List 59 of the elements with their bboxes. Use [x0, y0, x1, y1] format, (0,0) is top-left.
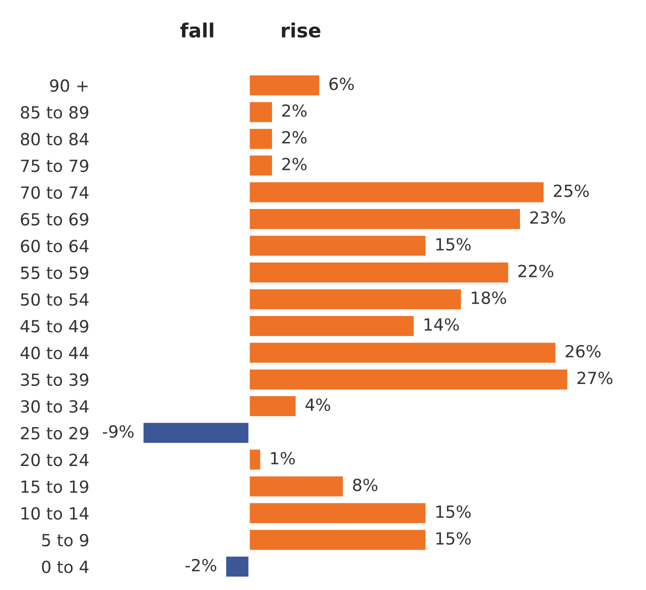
bar — [248, 127, 274, 150]
bar — [248, 448, 262, 472]
data-label: 27% — [577, 372, 612, 384]
text: fall — [180, 22, 214, 38]
y-tick-label: 70 to 74 — [21, 186, 89, 199]
y-tick-label: 65 to 69 — [20, 212, 88, 226]
bar — [248, 74, 321, 97]
data-label: 6% — [329, 78, 354, 90]
data-label: 14% — [424, 318, 459, 331]
data-label: 25% — [554, 184, 589, 198]
data-label: 18% — [472, 291, 506, 304]
y-tick-label: 55 to 59 — [20, 266, 88, 280]
y-tick-label: 40 to 44 — [20, 346, 89, 360]
data-label: 2% — [282, 131, 307, 144]
y-tick-label: 35 to 39 — [20, 373, 88, 386]
data-label: 26% — [566, 344, 601, 358]
data-label: 15% — [436, 532, 471, 545]
bar — [248, 502, 427, 525]
bar — [248, 208, 522, 230]
y-tick-label: 75 to 79 — [21, 160, 88, 172]
data-label: 4% — [305, 398, 330, 412]
data-label: -9% — [102, 425, 134, 438]
data-label: 23% — [530, 211, 566, 224]
bar — [248, 261, 510, 284]
bar — [142, 422, 250, 444]
y-tick-label: 90 + — [50, 79, 88, 92]
y-tick-label: 80 to 84 — [20, 132, 89, 146]
bar — [248, 180, 546, 204]
y-tick-label: 30 to 34 — [20, 400, 89, 413]
y-tick-label: 0 to 4 — [42, 560, 89, 574]
y-tick-label: 50 to 54 — [20, 293, 89, 306]
y-tick-label: 15 to 19 — [22, 480, 88, 493]
data-label: 15% — [436, 238, 471, 251]
bar — [224, 555, 250, 578]
y-tick-label: 10 to 14 — [22, 507, 89, 520]
bar — [248, 475, 344, 498]
y-tick-label: 45 to 49 — [20, 320, 88, 333]
y-tick-label: 85 to 89 — [20, 106, 88, 119]
bar — [248, 528, 427, 552]
y-tick-label: 25 to 29 — [20, 426, 88, 440]
bar — [248, 314, 416, 338]
bar — [248, 341, 557, 364]
data-label: 8% — [353, 478, 378, 492]
y-tick-label: 60 to 64 — [20, 240, 89, 252]
bar — [248, 234, 427, 258]
data-label: -2% — [186, 558, 216, 572]
bar — [248, 394, 298, 418]
data-label: 2% — [282, 104, 307, 117]
bar — [248, 288, 462, 311]
data-label: 22% — [518, 264, 554, 278]
y-tick-label: 5 to 9 — [42, 534, 88, 546]
y-tick-label: 20 to 24 — [20, 454, 89, 466]
data-label: 1% — [271, 452, 295, 464]
text: rise — [282, 22, 320, 38]
data-label: 15% — [436, 505, 471, 518]
data-label: 2% — [282, 158, 307, 170]
bar — [248, 100, 274, 124]
bar — [248, 154, 274, 177]
bar — [248, 368, 569, 391]
